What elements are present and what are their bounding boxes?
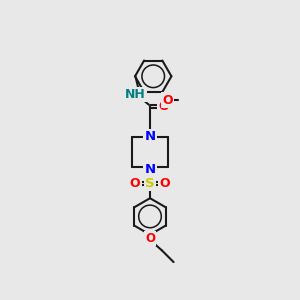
Text: N: N <box>144 164 156 176</box>
Text: O: O <box>145 232 155 245</box>
Text: NH: NH <box>124 88 146 101</box>
Text: S: S <box>145 177 155 190</box>
Text: O: O <box>158 100 169 113</box>
Text: O: O <box>130 177 140 190</box>
Text: O: O <box>162 94 173 107</box>
Text: N: N <box>144 130 156 143</box>
Text: O: O <box>160 177 170 190</box>
